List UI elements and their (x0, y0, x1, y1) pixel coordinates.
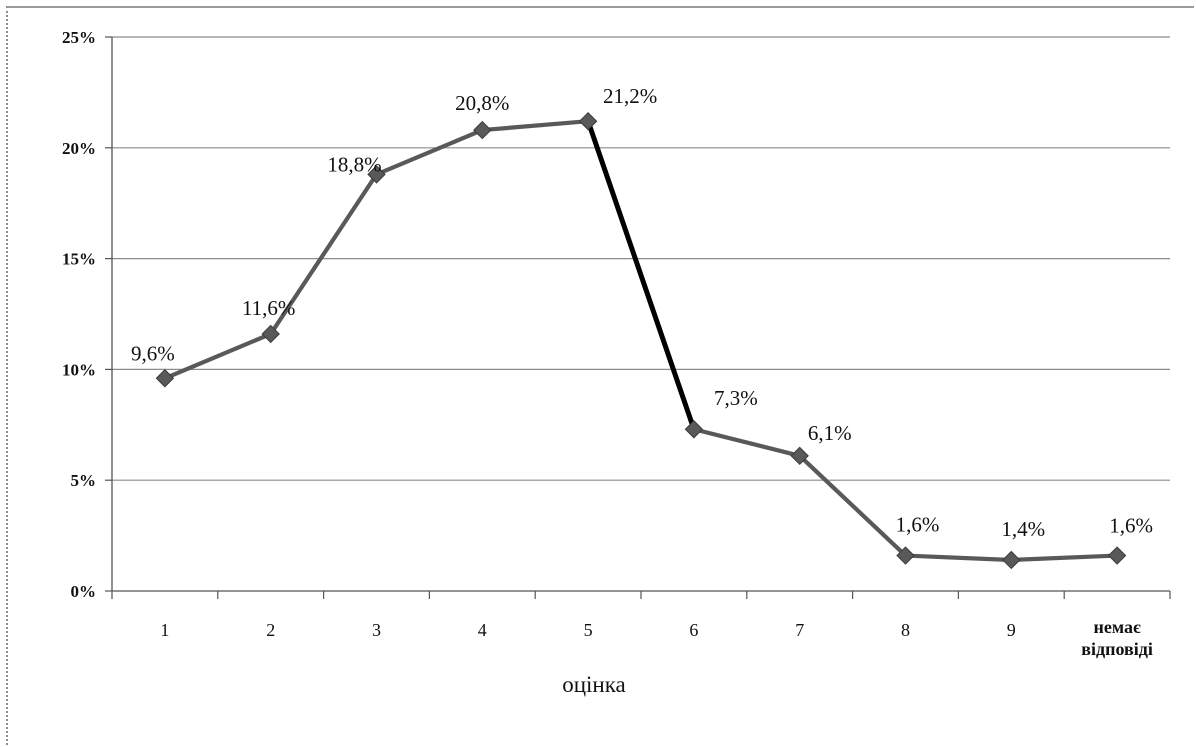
data-point-marker (1107, 546, 1127, 565)
y-tick-labels: 0% 5% 10% 15% 20% 25% (62, 28, 96, 601)
series-segment (1009, 553, 1120, 563)
x-tick-label: немає відповіді (1081, 617, 1153, 659)
data-point-marker (790, 446, 809, 466)
series-segment (797, 453, 908, 558)
y-tick-label: 15% (62, 250, 96, 269)
y-tick-label: 20% (62, 139, 96, 158)
x-tick-label: 3 (372, 620, 381, 640)
gridlines (112, 36, 1170, 481)
data-label: 11,6% (242, 296, 295, 320)
data-label: 6,1% (808, 421, 852, 445)
x-axis-title: оцінка (562, 672, 626, 697)
data-labels: 9,6% 11,6% 18,8% 20,8% 21,2% 7,3% 6,1% 1,6% 1,4%… (131, 84, 1153, 541)
axes (105, 36, 1171, 599)
x-tick-label: 4 (478, 620, 487, 640)
series-segment (374, 127, 485, 177)
data-label: 1,6% (1109, 514, 1153, 538)
data-label: 20,8% (455, 91, 509, 115)
y-tick-label: 10% (62, 360, 96, 379)
data-point-marker (578, 112, 598, 131)
data-label: 21,2% (603, 84, 657, 108)
x-tick-label: 1 (160, 620, 169, 640)
data-label: 1,4% (1001, 517, 1045, 541)
data-label: 18,8% (327, 152, 381, 176)
y-tick-label: 25% (62, 28, 96, 47)
data-point-marker (1002, 550, 1021, 570)
data-point-marker (261, 324, 280, 344)
data-label: 9,6% (131, 341, 175, 365)
x-tick-label: 9 (1007, 620, 1016, 640)
series-segment (903, 553, 1014, 563)
y-tick-label: 5% (71, 471, 97, 490)
data-point-marker (684, 420, 704, 439)
x-tick-label: 7 (795, 620, 804, 640)
series-segment (268, 172, 379, 337)
x-tick-label: 6 (689, 620, 698, 640)
data-point-marker (367, 165, 386, 184)
data-label: 7,3% (714, 386, 758, 410)
series-line (162, 118, 1120, 563)
x-tick-labels: 1 2 3 4 5 6 7 8 9 немає відповіді (160, 617, 1152, 659)
x-tick-label: 8 (901, 620, 910, 640)
series-segment (691, 427, 802, 458)
x-tick-label: 5 (584, 620, 593, 640)
series-segment (585, 118, 697, 432)
x-tick-label: 2 (266, 620, 275, 640)
chart-frame (6, 6, 1194, 745)
data-point-marker (473, 120, 492, 140)
series-segment (480, 119, 591, 133)
data-markers (155, 112, 1127, 570)
series-segment (162, 331, 273, 381)
y-tick-label: 0% (71, 582, 97, 601)
data-label: 1,6% (896, 513, 940, 537)
data-point-marker (896, 546, 915, 565)
data-point-marker (155, 369, 175, 388)
